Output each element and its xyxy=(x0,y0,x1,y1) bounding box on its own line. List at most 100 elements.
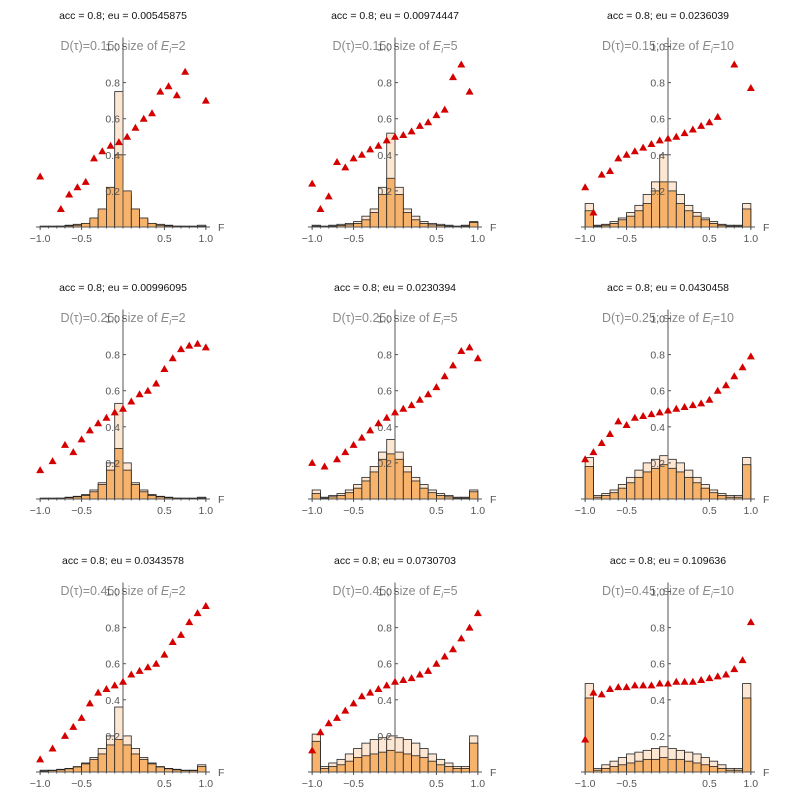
data-point-triangle xyxy=(135,666,144,674)
x-tick-label: −0.5 xyxy=(71,778,92,790)
y-tick-label: 0.2 xyxy=(377,731,392,743)
histogram-bar-dark xyxy=(114,739,124,773)
title-prefix: D(τ)=0.45; size of xyxy=(60,584,160,598)
x-axis-label: F xyxy=(490,494,496,506)
data-point-triangle xyxy=(333,158,341,166)
data-point-triangle xyxy=(73,183,82,191)
y-tick-label: 0.2 xyxy=(650,458,665,470)
panel-title: D(τ)=0.15; size of Ei=2 xyxy=(60,39,185,55)
title-subscript: i xyxy=(441,590,444,600)
histogram-bar-dark xyxy=(411,219,421,228)
histogram-bar-dark xyxy=(667,758,677,773)
data-point-triangle xyxy=(102,684,111,692)
data-point-triangle xyxy=(622,420,631,428)
data-point-triangle xyxy=(65,190,74,198)
title-variable: E xyxy=(433,584,442,598)
data-point-triangle xyxy=(308,458,317,466)
data-point-triangle xyxy=(36,172,45,180)
y-tick-label: 0.6 xyxy=(650,114,665,126)
histogram-bar-dark xyxy=(675,758,685,773)
data-point-triangle xyxy=(713,112,722,120)
x-tick-label: 1.0 xyxy=(744,233,759,245)
histogram-bar-dark xyxy=(709,222,719,228)
data-point-triangle xyxy=(123,132,132,140)
histogram-bar-dark xyxy=(89,758,99,773)
y-tick-label: 0.8 xyxy=(377,623,392,635)
data-point-triangle xyxy=(730,372,739,380)
histogram-bar-dark xyxy=(642,471,652,500)
histogram-bar-dark xyxy=(130,484,140,500)
data-point-triangle xyxy=(36,755,45,763)
histogram-bar-dark xyxy=(394,751,404,773)
x-tick-label: 0.5 xyxy=(429,778,444,790)
y-tick-label: 0.6 xyxy=(105,386,120,398)
data-point-triangle xyxy=(581,455,590,463)
histogram-bar-dark xyxy=(106,469,116,500)
data-point-triangle xyxy=(440,372,449,380)
data-point-triangle xyxy=(424,390,433,398)
data-point-triangle xyxy=(664,134,672,142)
data-point-triangle xyxy=(606,167,614,175)
data-point-triangle xyxy=(201,343,210,351)
histogram-bar-dark xyxy=(684,476,694,500)
title-subscript: i xyxy=(169,590,172,600)
histogram-bar-dark xyxy=(692,215,702,228)
data-point-triangle xyxy=(357,150,366,158)
x-tick-label: 0.5 xyxy=(702,778,717,790)
histogram-bar-dark xyxy=(411,480,421,500)
title-prefix: D(τ)=0.25; size of xyxy=(602,311,702,325)
data-point-triangle xyxy=(366,688,375,696)
data-point-triangle xyxy=(135,390,144,398)
y-tick-label: 0.4 xyxy=(377,150,392,162)
data-point-triangle xyxy=(98,147,107,155)
x-tick-label: −0.5 xyxy=(71,505,92,517)
data-point-triangle xyxy=(407,127,416,135)
data-point-triangle xyxy=(316,728,325,736)
data-point-triangle xyxy=(738,363,747,371)
chart-panel-5: acc = 0.8; eu = 0.0230394 D(τ)=0.25; size… xyxy=(302,282,497,517)
data-point-triangle xyxy=(152,659,161,667)
data-point-triangle xyxy=(324,719,333,727)
panel-header: acc = 0.8; eu = 0.0236039 xyxy=(607,10,729,22)
histogram-bar-dark xyxy=(742,697,752,773)
title-subscript: i xyxy=(169,317,172,327)
x-tick-label: −0.5 xyxy=(616,778,637,790)
data-point-triangle xyxy=(349,154,358,162)
data-point-triangle xyxy=(341,163,350,171)
data-point-triangle xyxy=(399,404,408,412)
data-point-triangle xyxy=(308,179,317,187)
data-point-triangle xyxy=(172,91,181,99)
data-point-triangle xyxy=(143,386,152,394)
histogram-bar-dark xyxy=(411,755,421,773)
y-tick-label: 0.4 xyxy=(377,695,392,707)
panel-header: acc = 0.8; eu = 0.00545875 xyxy=(59,10,187,22)
data-point-triangle xyxy=(382,136,391,144)
data-point-triangle xyxy=(48,744,57,752)
histogram-bar-dark xyxy=(139,217,149,228)
histogram-bar-dark xyxy=(386,749,396,773)
histogram-bar-dark xyxy=(667,467,677,500)
title-suffix: =10 xyxy=(713,311,734,325)
x-tick-label: −1.0 xyxy=(575,505,596,517)
data-point-triangle xyxy=(48,457,57,465)
y-tick-label: 0.2 xyxy=(650,731,665,743)
data-point-triangle xyxy=(614,683,623,691)
data-point-triangle xyxy=(349,440,358,448)
data-point-triangle xyxy=(639,411,648,419)
histogram-bar-dark xyxy=(609,492,619,500)
panel-header: acc = 0.8; eu = 0.0230394 xyxy=(334,282,456,294)
data-point-triangle xyxy=(465,87,474,95)
y-tick-label: 0.4 xyxy=(105,695,120,707)
data-point-triangle xyxy=(308,746,317,754)
data-point-triangle xyxy=(131,123,140,131)
data-point-triangle xyxy=(148,109,156,117)
data-point-triangle xyxy=(143,663,152,671)
panel-title: D(τ)=0.25; size of Ei=2 xyxy=(60,311,185,327)
data-point-triangle xyxy=(391,677,399,685)
data-point-triangle xyxy=(424,666,433,674)
x-tick-label: 1.0 xyxy=(744,778,759,790)
x-tick-label: 1.0 xyxy=(744,505,759,517)
title-variable: E xyxy=(161,584,170,598)
panel-title: D(τ)=0.45; size of Ei=2 xyxy=(60,584,185,600)
histogram-bar-dark xyxy=(626,215,636,228)
